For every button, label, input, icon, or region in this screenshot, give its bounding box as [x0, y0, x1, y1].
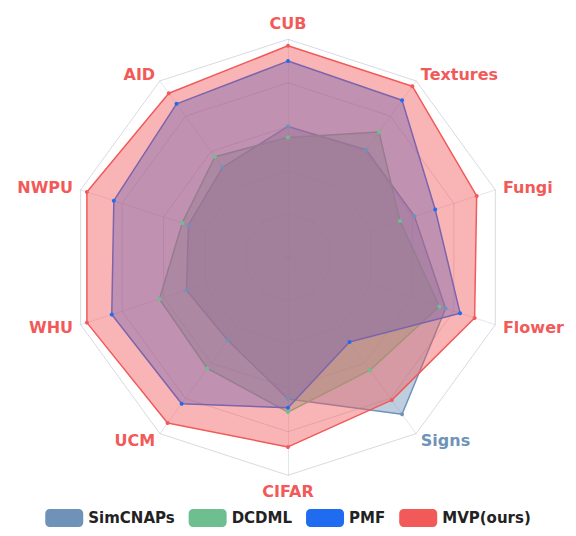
svg-text:AID: AID — [124, 65, 156, 84]
svg-text:CIFAR: CIFAR — [262, 482, 314, 501]
svg-text:WHU: WHU — [29, 318, 73, 337]
svg-text:NWPU: NWPU — [17, 178, 73, 197]
svg-text:Signs: Signs — [421, 431, 470, 450]
svg-text:Flower: Flower — [503, 318, 564, 337]
svg-text:UCM: UCM — [115, 431, 156, 450]
svg-text:DCDML: DCDML — [232, 509, 293, 527]
svg-text:SimCNAPs: SimCNAPs — [88, 509, 174, 527]
svg-text:CUB: CUB — [270, 14, 307, 33]
svg-text:Fungi: Fungi — [503, 178, 553, 197]
svg-text:MVP(ours): MVP(ours) — [442, 509, 531, 527]
svg-text:PMF: PMF — [349, 509, 385, 527]
svg-text:Textures: Textures — [421, 65, 498, 84]
